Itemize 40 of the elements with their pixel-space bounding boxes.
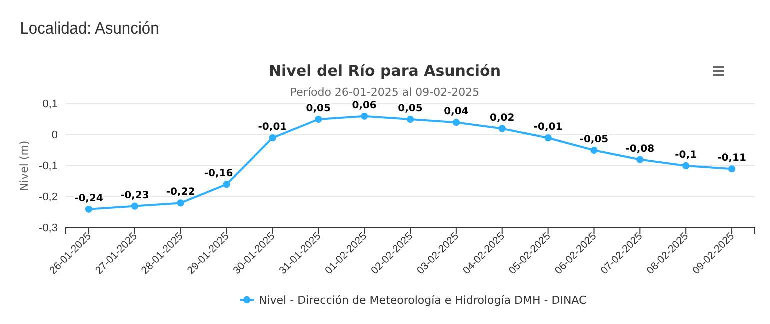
y-tick-label: -0,1 <box>39 160 58 173</box>
point <box>131 202 138 210</box>
data-label: -0,22 <box>166 187 196 198</box>
data-label: -0,24 <box>74 193 104 204</box>
point <box>682 162 690 170</box>
data-label: -0,01 <box>258 122 288 134</box>
legend-label: Nivel - Dirección de Meteorología e Hidrología DMH - DINAC <box>259 294 588 307</box>
data-label: 0,06 <box>352 100 377 112</box>
point <box>223 181 230 188</box>
data-label: -0,11 <box>718 153 746 164</box>
data-label: 0,05 <box>306 104 332 114</box>
data-label: -0,01 <box>534 122 563 134</box>
point <box>544 134 552 142</box>
point <box>728 166 736 173</box>
point <box>85 206 93 213</box>
data-label: -0,1 <box>675 150 698 161</box>
point <box>636 156 644 164</box>
point <box>406 116 414 124</box>
chart-subtitle: Período 26-01-2025 al 09-02-2025 <box>290 86 480 99</box>
data-label: -0,08 <box>626 144 655 155</box>
point <box>269 134 276 142</box>
point <box>498 125 506 132</box>
data-label: -0,16 <box>204 168 234 180</box>
point <box>452 119 460 126</box>
y-tick-label: -0,2 <box>39 192 58 204</box>
point <box>177 200 184 207</box>
point <box>361 112 368 120</box>
point <box>315 116 322 124</box>
chart-title: Nivel del Río para Asunción <box>268 62 502 80</box>
data-label: -0,23 <box>120 190 150 202</box>
text: Localidad: Asunción <box>20 19 160 38</box>
y-tick-label: 0,1 <box>42 98 58 111</box>
point <box>590 146 598 154</box>
data-label: 0,02 <box>490 112 515 124</box>
data-label: 0,04 <box>444 106 469 118</box>
y-tick-label: -0,3 <box>39 222 58 235</box>
y-tick-label: 0 <box>52 130 58 142</box>
data-label: 0,05 <box>398 104 423 114</box>
data-label: -0,05 <box>580 134 609 146</box>
y-axis-title: Nivel (m) <box>18 140 31 192</box>
